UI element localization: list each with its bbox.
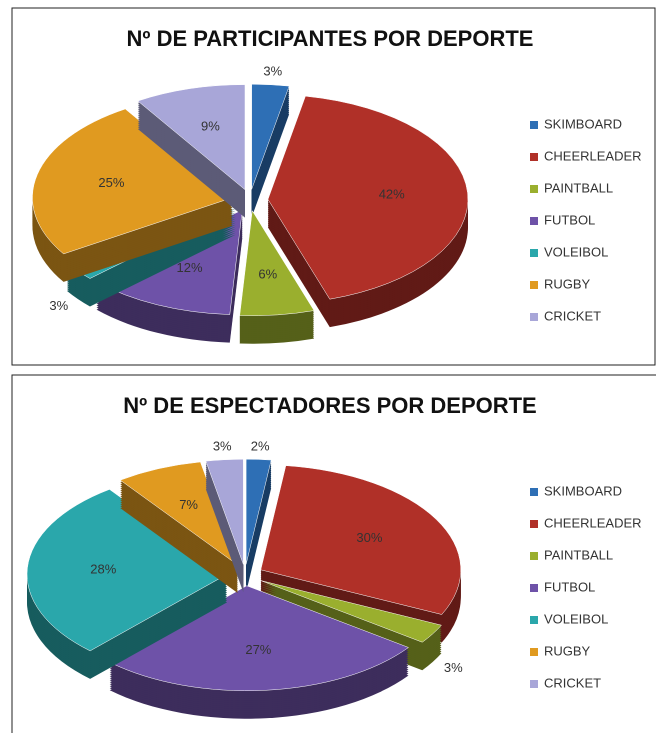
slice bbox=[260, 465, 461, 643]
legend-label: PAINTBALL bbox=[544, 180, 613, 195]
legend-label: CHEERLEADER bbox=[544, 515, 642, 530]
legend-label: VOLEIBOL bbox=[544, 611, 608, 626]
data-label: 28% bbox=[90, 562, 116, 577]
legend-swatch bbox=[530, 520, 538, 528]
legend-swatch bbox=[530, 552, 538, 560]
slice-top bbox=[239, 209, 315, 316]
slice-top bbox=[251, 83, 290, 190]
legend-swatch bbox=[530, 217, 538, 225]
legend-label: VOLEIBOL bbox=[544, 244, 608, 259]
data-label: 3% bbox=[213, 439, 232, 454]
slice bbox=[239, 209, 315, 344]
data-label: 7% bbox=[179, 497, 198, 512]
legend-label: SKIMBOARD bbox=[544, 116, 622, 131]
legend-label: RUGBY bbox=[544, 276, 591, 291]
data-label: 27% bbox=[245, 642, 271, 657]
slice bbox=[137, 84, 246, 218]
data-label: 42% bbox=[379, 187, 405, 202]
data-label: 9% bbox=[201, 119, 220, 134]
slice bbox=[251, 83, 290, 218]
slice bbox=[205, 458, 244, 593]
chart-title: Nº DE PARTICIPANTES POR DEPORTE bbox=[127, 26, 534, 51]
chart-frame bbox=[11, 7, 656, 366]
legend-swatch bbox=[530, 680, 538, 688]
slice-top bbox=[137, 84, 246, 191]
data-label: 6% bbox=[258, 267, 277, 282]
legend-swatch bbox=[530, 313, 538, 321]
legend-label: PAINTBALL bbox=[544, 547, 613, 562]
slice bbox=[26, 489, 228, 679]
legend-swatch bbox=[530, 185, 538, 193]
legend-swatch bbox=[530, 249, 538, 257]
slice-top bbox=[109, 585, 410, 691]
data-label: 25% bbox=[98, 175, 124, 190]
legend-label: RUGBY bbox=[544, 643, 591, 658]
legend-swatch bbox=[530, 584, 538, 592]
data-label: 3% bbox=[263, 64, 282, 79]
slice bbox=[109, 585, 410, 719]
chart-frame bbox=[11, 374, 656, 733]
chart-title: Nº DE ESPECTADORES POR DEPORTE bbox=[123, 393, 536, 418]
slice bbox=[245, 458, 272, 593]
slice-top bbox=[260, 580, 442, 643]
slice-top bbox=[245, 458, 272, 565]
slice-top bbox=[260, 465, 461, 615]
legend-swatch bbox=[530, 648, 538, 656]
data-label: 2% bbox=[251, 438, 270, 453]
slice-top bbox=[32, 108, 233, 255]
legend-swatch bbox=[530, 281, 538, 289]
legend-swatch bbox=[530, 488, 538, 496]
legend-swatch bbox=[530, 616, 538, 624]
legend-label: FUTBOL bbox=[544, 212, 595, 227]
legend-label: CHEERLEADER bbox=[544, 148, 642, 163]
legend-label: CRICKET bbox=[544, 675, 601, 690]
data-label: 30% bbox=[356, 530, 382, 545]
data-label: 3% bbox=[444, 660, 463, 675]
slice-top bbox=[205, 458, 244, 565]
legend-label: SKIMBOARD bbox=[544, 483, 622, 498]
legend-swatch bbox=[530, 121, 538, 129]
legend-swatch bbox=[530, 153, 538, 161]
slice-top bbox=[26, 489, 228, 652]
slice bbox=[267, 95, 469, 328]
data-label: 3% bbox=[49, 298, 68, 313]
legend-label: CRICKET bbox=[544, 308, 601, 323]
data-label: 12% bbox=[177, 260, 203, 275]
legend-label: FUTBOL bbox=[544, 579, 595, 594]
slice bbox=[32, 108, 233, 282]
slice-top bbox=[267, 95, 469, 300]
